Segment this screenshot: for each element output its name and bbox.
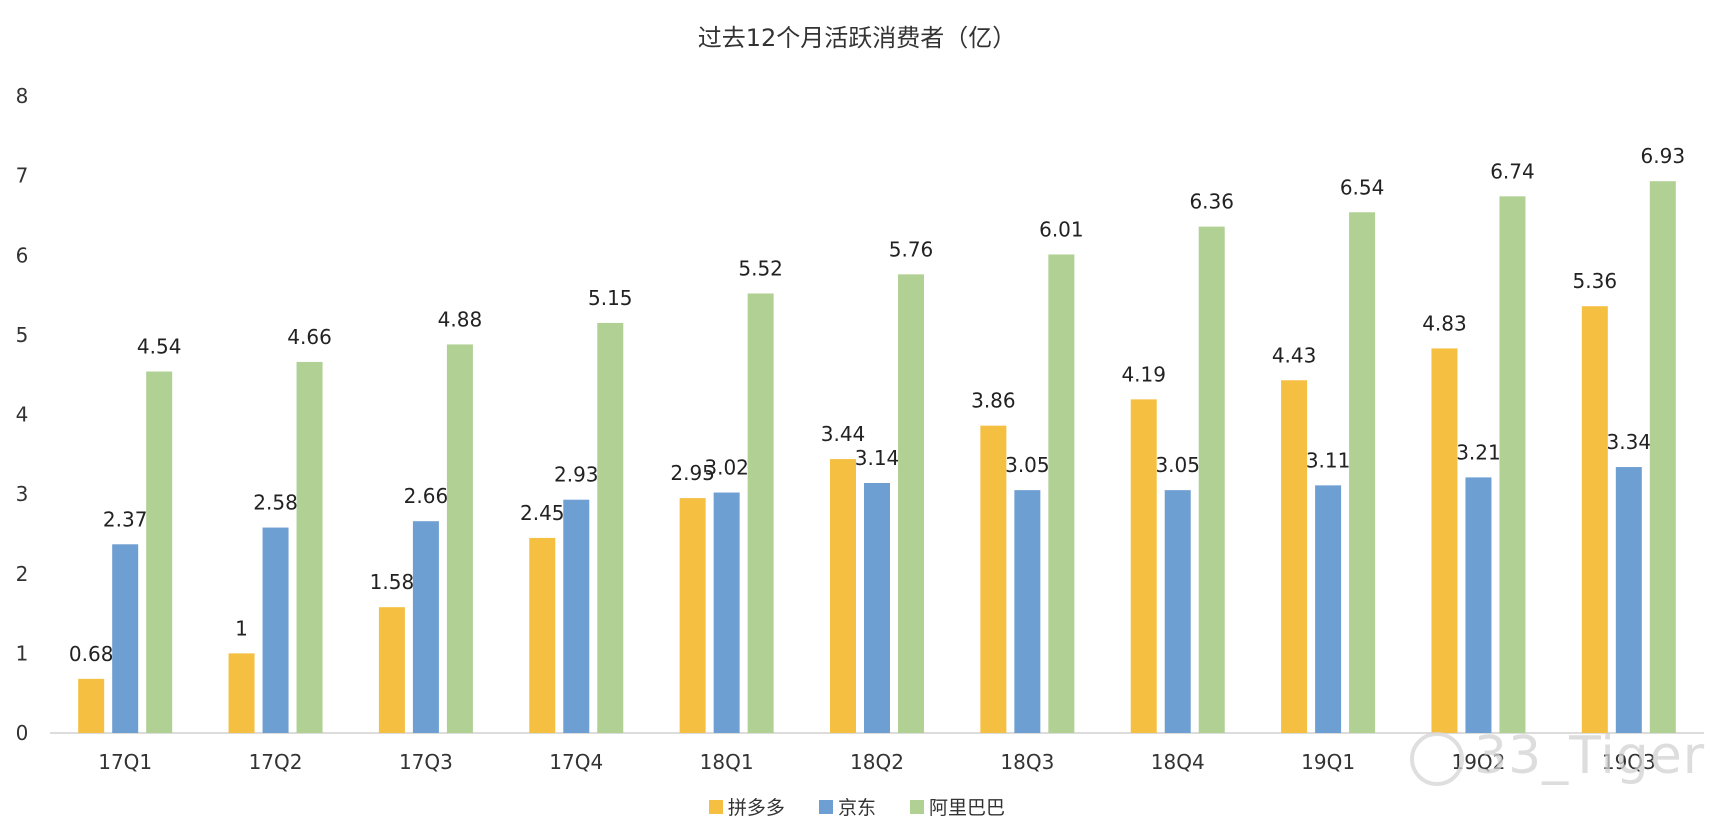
bar-18Q4-拼多多 bbox=[1130, 399, 1157, 733]
bar-17Q1-阿里巴巴 bbox=[146, 371, 173, 733]
bar-17Q1-拼多多 bbox=[78, 678, 105, 733]
y-tick-label: 5 bbox=[16, 323, 29, 347]
data-label: 4.54 bbox=[137, 335, 182, 359]
legend-label-alibaba: 阿里巴巴 bbox=[929, 797, 1006, 819]
data-label: 4.88 bbox=[438, 307, 483, 331]
bar-17Q4-阿里巴巴 bbox=[597, 322, 624, 733]
bar-17Q3-京东 bbox=[412, 521, 439, 733]
legend-swatch-alibaba bbox=[910, 799, 925, 814]
legend-label-jd: 京东 bbox=[837, 797, 876, 819]
data-label: 3.14 bbox=[855, 446, 900, 470]
bar-18Q3-阿里巴巴 bbox=[1048, 254, 1075, 734]
x-tick-label: 17Q2 bbox=[249, 750, 303, 774]
x-tick-label: 19Q1 bbox=[1301, 750, 1355, 774]
bar-18Q4-京东 bbox=[1164, 490, 1191, 733]
legend-item-alibaba: 阿里巴巴 bbox=[910, 793, 1005, 820]
bar-19Q2-拼多多 bbox=[1431, 348, 1458, 733]
bar-18Q1-拼多多 bbox=[679, 498, 706, 733]
x-tick-label: 18Q3 bbox=[1000, 750, 1054, 774]
data-label: 2.66 bbox=[404, 484, 449, 508]
data-label: 0.68 bbox=[69, 642, 114, 666]
x-tick-label: 18Q1 bbox=[700, 750, 754, 774]
x-tick-label: 19Q3 bbox=[1602, 750, 1656, 774]
y-tick-label: 7 bbox=[16, 164, 29, 188]
legend-item-jd: 京东 bbox=[818, 793, 876, 820]
bar-18Q1-阿里巴巴 bbox=[747, 293, 774, 733]
bar-18Q2-拼多多 bbox=[830, 459, 856, 733]
data-label: 4.43 bbox=[1272, 343, 1317, 367]
x-tick-label: 17Q4 bbox=[549, 750, 603, 774]
data-label: 1.58 bbox=[370, 570, 415, 594]
bar-17Q2-阿里巴巴 bbox=[296, 361, 323, 733]
data-label: 3.05 bbox=[1005, 453, 1050, 477]
bar-19Q1-拼多多 bbox=[1281, 380, 1308, 733]
bar-18Q2-阿里巴巴 bbox=[898, 274, 924, 733]
data-label: 6.01 bbox=[1039, 217, 1084, 241]
bar-17Q2-拼多多 bbox=[228, 653, 255, 733]
data-label: 6.74 bbox=[1490, 159, 1535, 183]
data-label: 4.83 bbox=[1422, 311, 1467, 335]
bar-17Q4-拼多多 bbox=[529, 537, 556, 733]
bar-18Q3-京东 bbox=[1014, 490, 1041, 733]
bar-19Q1-京东 bbox=[1315, 485, 1342, 733]
y-tick-label: 6 bbox=[16, 243, 29, 267]
y-tick-label: 1 bbox=[16, 641, 29, 665]
legend-label-pinduoduo: 拼多多 bbox=[727, 797, 785, 819]
y-tick-label: 8 bbox=[16, 84, 29, 108]
y-tick-label: 2 bbox=[16, 562, 29, 586]
bar-19Q2-阿里巴巴 bbox=[1499, 196, 1526, 733]
bar-18Q4-阿里巴巴 bbox=[1198, 226, 1225, 733]
x-tick-label: 18Q4 bbox=[1151, 750, 1205, 774]
legend-item-pinduoduo: 拼多多 bbox=[708, 793, 785, 820]
data-label: 3.21 bbox=[1456, 440, 1501, 464]
bar-19Q2-京东 bbox=[1465, 477, 1492, 733]
data-label: 3.11 bbox=[1306, 448, 1351, 472]
data-label: 3.34 bbox=[1607, 430, 1652, 454]
bar-17Q3-阿里巴巴 bbox=[446, 344, 473, 733]
x-tick-label: 18Q2 bbox=[850, 750, 904, 774]
data-label: 5.36 bbox=[1573, 269, 1618, 293]
legend-swatch-jd bbox=[818, 799, 833, 814]
legend: 拼多多 京东 阿里巴巴 bbox=[0, 793, 1714, 820]
data-label: 2.45 bbox=[520, 501, 565, 525]
data-label: 5.15 bbox=[588, 286, 633, 310]
legend-swatch-pinduoduo bbox=[708, 799, 723, 814]
data-label: 2.58 bbox=[253, 491, 298, 515]
data-label: 1 bbox=[235, 616, 248, 640]
data-label: 3.44 bbox=[821, 422, 866, 446]
bar-19Q1-阿里巴巴 bbox=[1349, 212, 1376, 733]
data-label: 3.05 bbox=[1155, 453, 1200, 477]
data-label: 5.52 bbox=[738, 256, 783, 280]
y-tick-label: 0 bbox=[16, 721, 29, 745]
bar-17Q2-京东 bbox=[262, 527, 289, 733]
x-tick-label: 19Q2 bbox=[1451, 750, 1505, 774]
data-label: 5.76 bbox=[889, 237, 934, 261]
data-label: 2.93 bbox=[554, 463, 599, 487]
data-label: 3.86 bbox=[971, 389, 1016, 413]
data-label: 3.02 bbox=[704, 456, 749, 480]
bar-18Q3-拼多多 bbox=[980, 425, 1007, 733]
x-tick-label: 17Q1 bbox=[98, 750, 152, 774]
y-tick-label: 3 bbox=[16, 482, 29, 506]
bar-17Q3-拼多多 bbox=[378, 607, 405, 733]
x-tick-label: 17Q3 bbox=[399, 750, 453, 774]
data-label: 2.95 bbox=[670, 461, 715, 485]
bar-19Q3-京东 bbox=[1615, 467, 1642, 733]
chart-title: 过去12个月活跃消费者（亿） bbox=[697, 24, 1017, 52]
y-tick-label: 4 bbox=[16, 403, 29, 427]
data-label: 4.66 bbox=[287, 325, 332, 349]
bar-19Q3-拼多多 bbox=[1581, 306, 1608, 733]
data-label: 2.37 bbox=[103, 507, 148, 531]
bar-17Q1-京东 bbox=[112, 544, 139, 733]
data-label: 6.54 bbox=[1340, 175, 1385, 199]
data-label: 4.19 bbox=[1121, 362, 1166, 386]
bar-18Q1-京东 bbox=[713, 492, 740, 733]
data-label: 6.36 bbox=[1189, 190, 1234, 214]
bar-19Q3-阿里巴巴 bbox=[1649, 181, 1676, 734]
data-label: 6.93 bbox=[1641, 144, 1686, 168]
bar-18Q2-京东 bbox=[864, 482, 890, 733]
bar-17Q4-京东 bbox=[563, 499, 590, 733]
